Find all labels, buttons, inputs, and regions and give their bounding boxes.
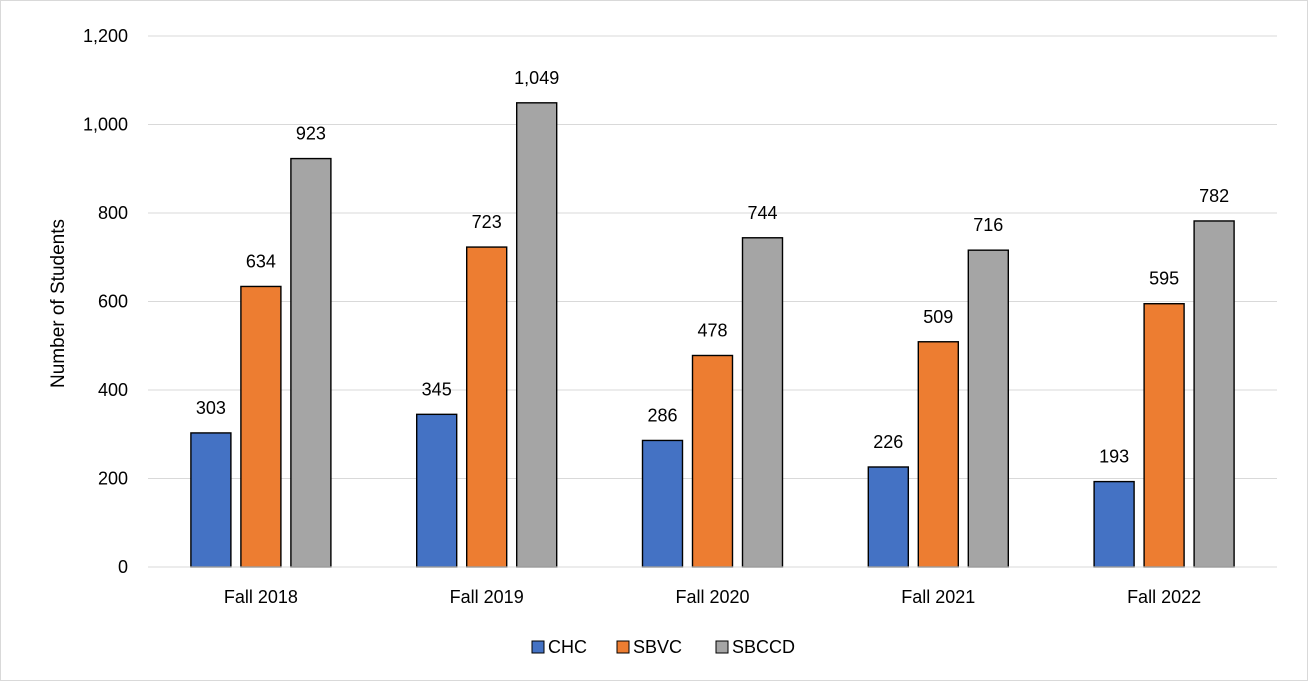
data-label-sbccd-4: 716 xyxy=(973,215,1003,235)
legend-swatch-sbvc xyxy=(616,640,630,654)
bar-sbvc-3 xyxy=(691,354,734,568)
bar-sbccd-4 xyxy=(967,249,1009,568)
y-tick-label: 800 xyxy=(98,203,128,223)
legend: CHC SBVC SBCCD xyxy=(531,637,795,657)
y-tick-label: 1,000 xyxy=(83,115,128,135)
x-tick-label: Fall 2021 xyxy=(901,587,975,607)
bar-chc-5 xyxy=(1093,480,1135,568)
bars xyxy=(190,102,1235,568)
data-label-chc-1: 303 xyxy=(196,398,226,418)
y-axis-title: Number of Students xyxy=(48,219,69,388)
data-label-sbccd-3: 744 xyxy=(747,203,777,223)
x-axis-ticks: Fall 2018 Fall 2019 Fall 2020 Fall 2021 Fall… xyxy=(224,587,1201,607)
bar-chc-2 xyxy=(416,413,458,568)
bar-sbccd-5 xyxy=(1193,220,1235,568)
bar-chc-4 xyxy=(867,466,909,568)
legend-swatch-chc xyxy=(531,640,545,654)
legend-label-sbccd: SBCCD xyxy=(732,637,795,657)
legend-swatch-sbccd xyxy=(715,640,729,654)
data-label-sbvc-2: 723 xyxy=(472,212,502,232)
legend-label-sbvc: SBVC xyxy=(633,637,682,657)
data-label-chc-5: 193 xyxy=(1099,447,1129,467)
bar-sbvc-5 xyxy=(1143,303,1185,568)
y-tick-label: 400 xyxy=(98,380,128,400)
data-label-chc-2: 345 xyxy=(422,379,452,399)
x-tick-label: Fall 2020 xyxy=(675,587,749,607)
bar-sbvc-2 xyxy=(466,246,508,568)
x-tick-label: Fall 2022 xyxy=(1127,587,1201,607)
bar-sbccd-3 xyxy=(741,237,784,568)
legend-label-chc: CHC xyxy=(548,637,587,657)
y-tick-label: 1,200 xyxy=(83,26,128,46)
data-labels: 303 634 923 345 723 1,049 286 478 744 226 509 716 19… xyxy=(196,68,1229,467)
x-tick-label: Fall 2018 xyxy=(224,587,298,607)
data-label-sbvc-5: 595 xyxy=(1149,269,1179,289)
data-label-sbvc-1: 634 xyxy=(246,251,276,271)
bar-sbvc-4 xyxy=(917,341,959,568)
x-tick-label: Fall 2019 xyxy=(450,587,524,607)
y-tick-label: 600 xyxy=(98,292,128,312)
data-label-chc-3: 286 xyxy=(647,405,677,425)
y-tick-label: 0 xyxy=(118,557,128,577)
bar-sbvc-1 xyxy=(240,285,282,568)
bar-chc-3 xyxy=(641,439,684,568)
data-label-sbccd-1: 923 xyxy=(296,124,326,144)
data-label-sbccd-2: 1,049 xyxy=(514,68,559,88)
y-axis-ticks: 0 200 400 600 800 1,000 1,200 xyxy=(83,26,128,577)
data-label-sbccd-5: 782 xyxy=(1199,186,1229,206)
bar-chc-1 xyxy=(190,432,232,568)
data-label-sbvc-3: 478 xyxy=(697,320,727,340)
gridlines xyxy=(148,35,1277,479)
data-label-chc-4: 226 xyxy=(873,432,903,452)
data-label-sbvc-4: 509 xyxy=(923,307,953,327)
bar-sbccd-2 xyxy=(516,102,558,568)
y-tick-label: 200 xyxy=(98,469,128,489)
bar-sbccd-1 xyxy=(290,157,332,568)
